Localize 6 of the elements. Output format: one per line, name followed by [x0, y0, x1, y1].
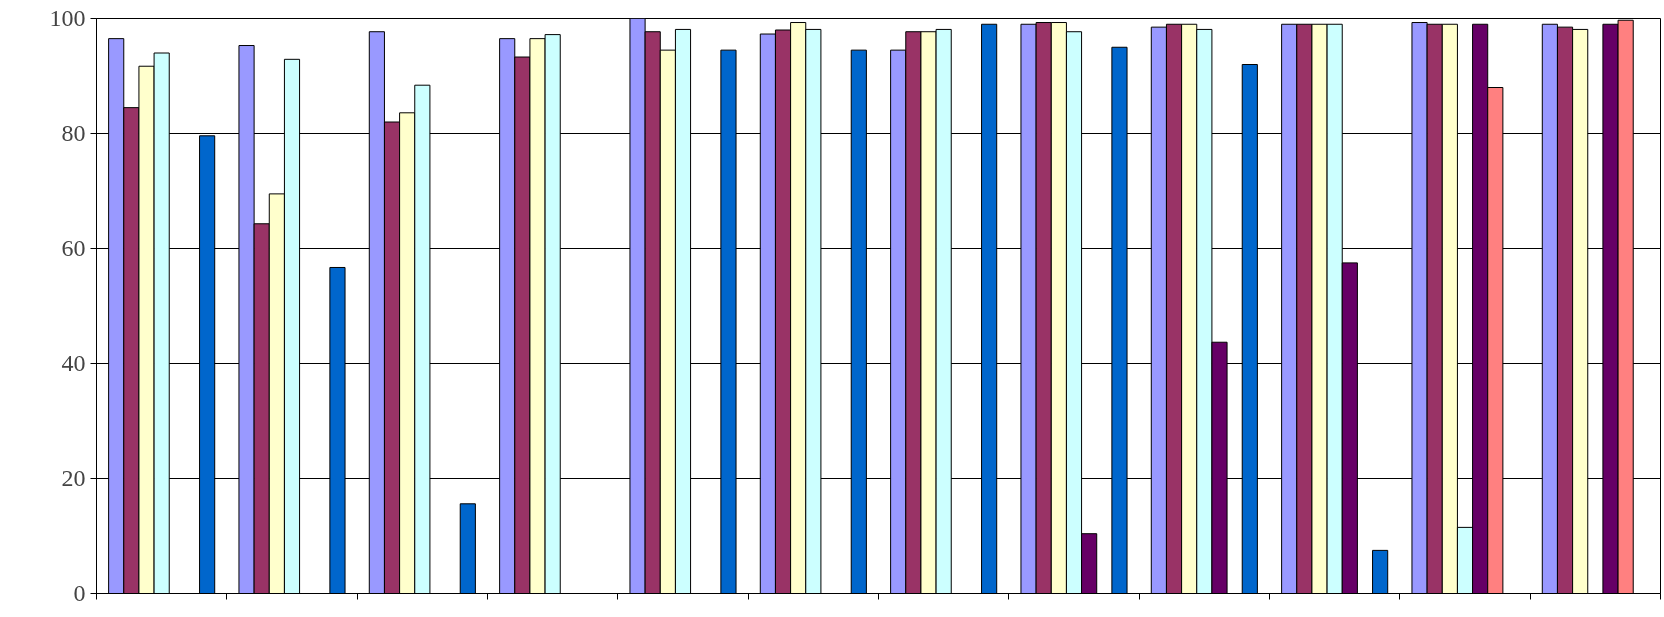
y-tick-label: 40: [61, 350, 86, 376]
y-tick-label: 0: [73, 580, 86, 606]
y-tick-label: 100: [49, 5, 86, 31]
y-tick-label: 60: [61, 235, 86, 261]
y-tick-label: 80: [61, 120, 86, 146]
y-tick-label: 20: [61, 465, 86, 491]
